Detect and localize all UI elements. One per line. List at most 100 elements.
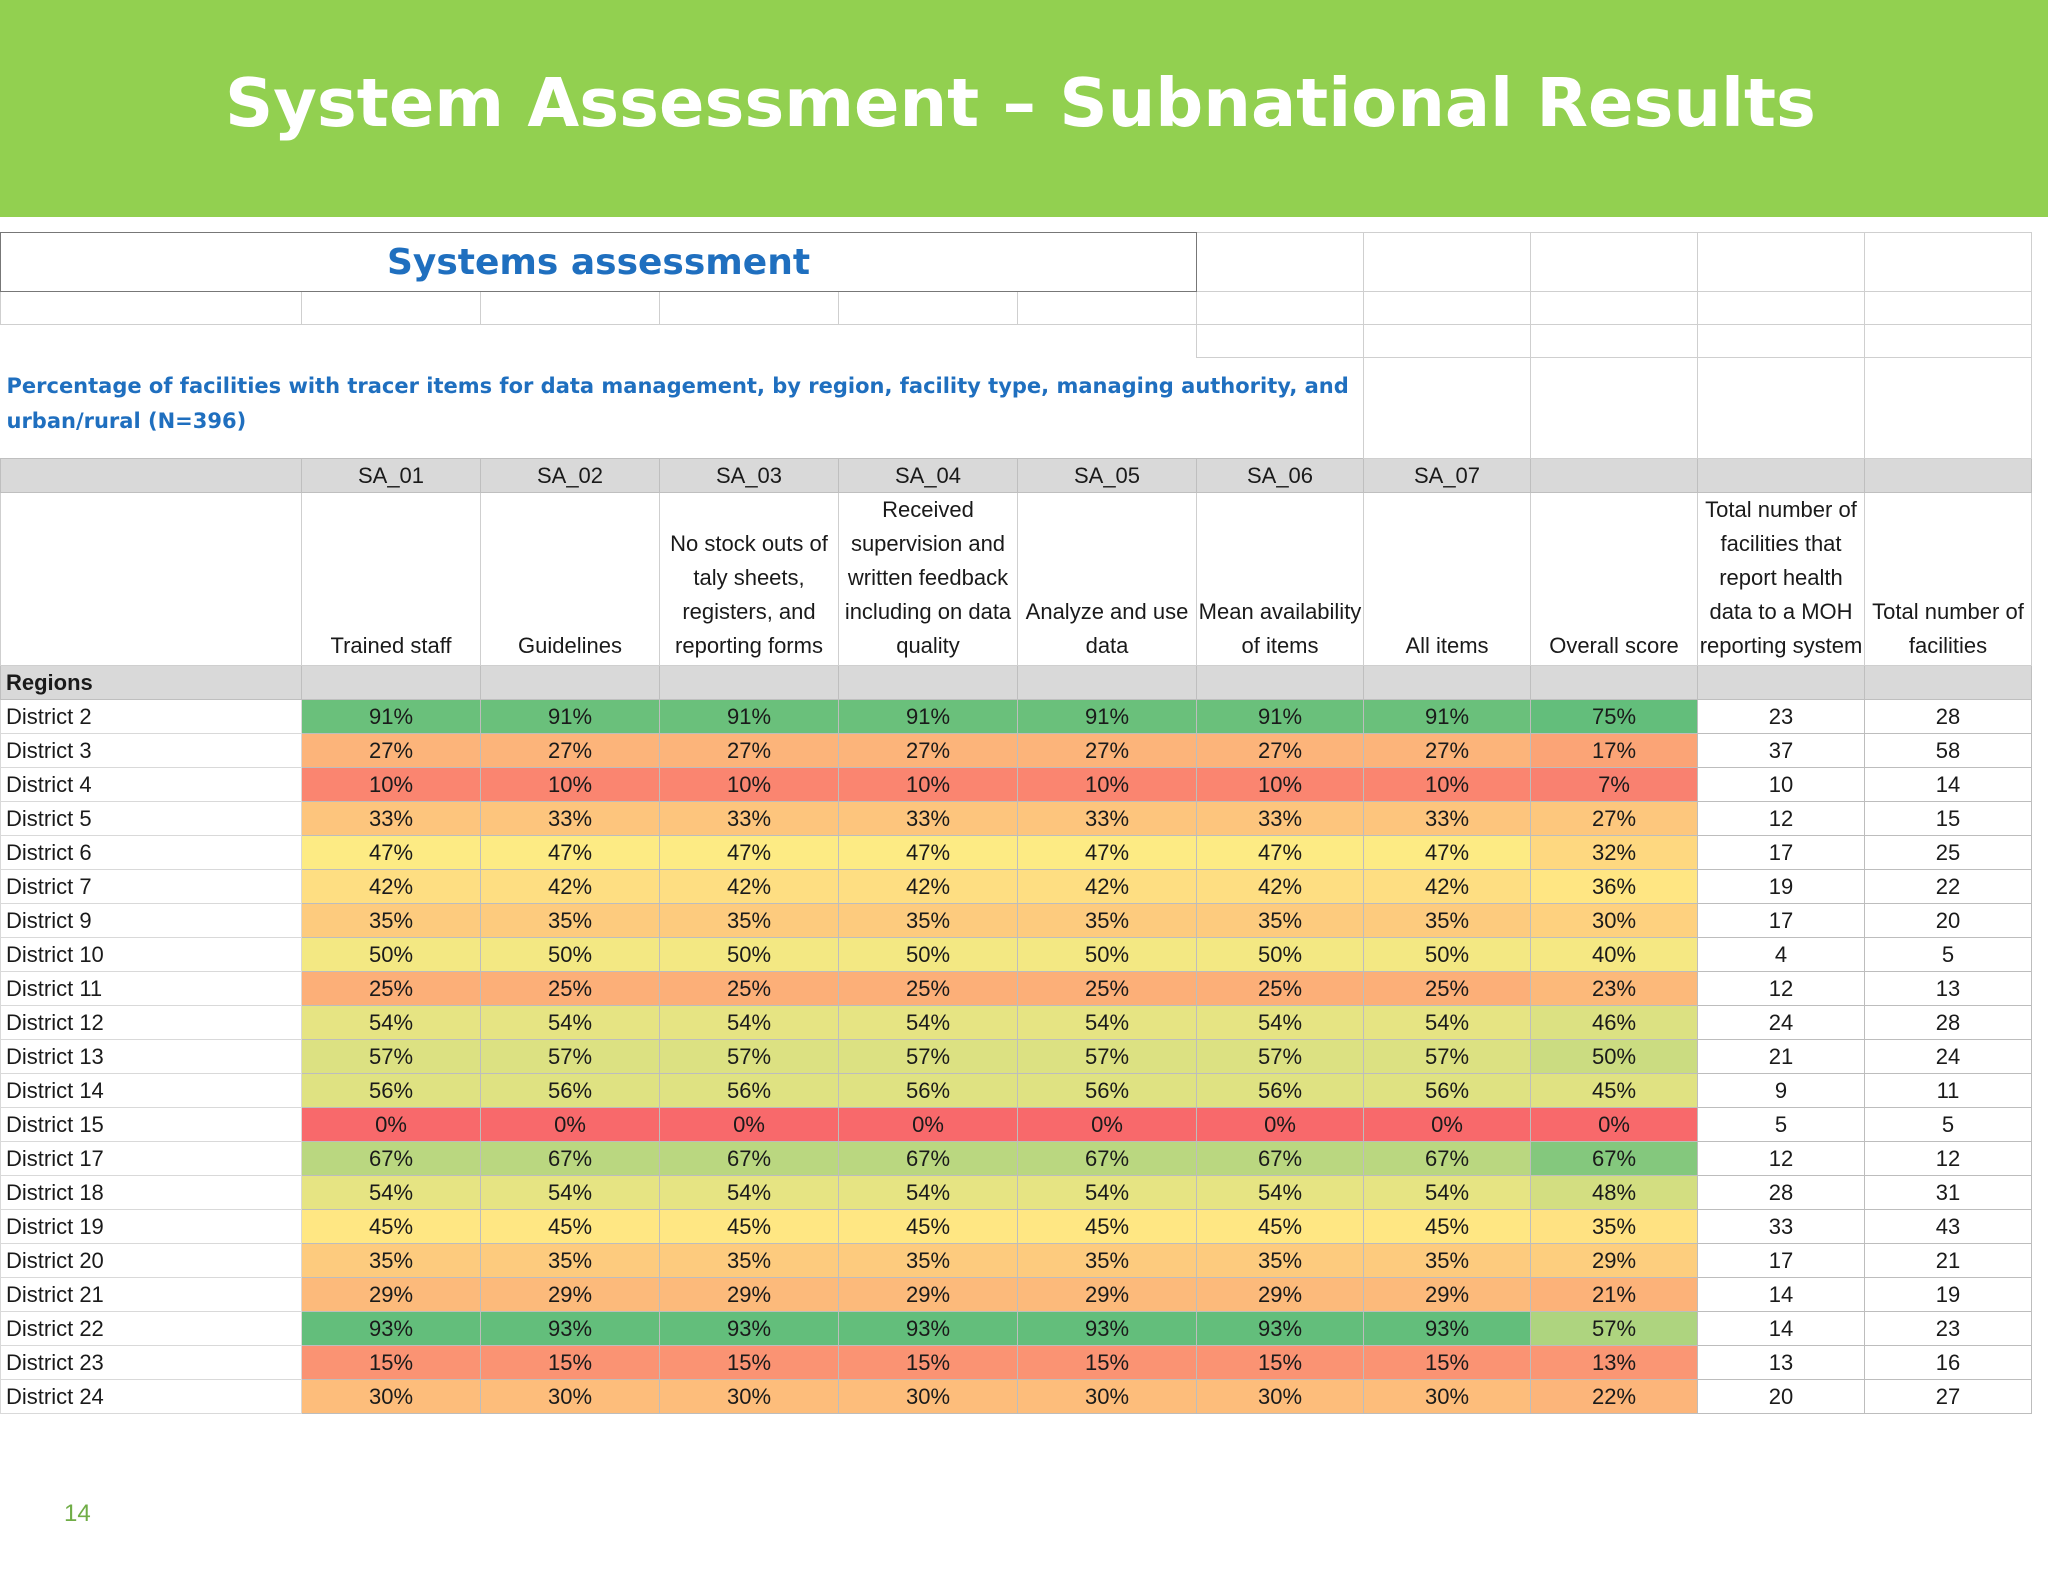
percent-cell: 67% <box>1363 1141 1531 1176</box>
percent-cell: 21% <box>1530 1277 1698 1312</box>
percent-cell: 25% <box>659 971 839 1006</box>
percent-cell: 27% <box>1363 733 1531 768</box>
count-cell: 27 <box>1864 1379 2032 1414</box>
percent-cell: 57% <box>480 1039 660 1074</box>
table-row: District 10 50% 50% 50% 50% 50% 50% 50% 40% 4 5 <box>0 937 2032 972</box>
percent-cell: 93% <box>1017 1311 1197 1346</box>
region-name: District 21 <box>0 1277 302 1312</box>
percent-cell: 93% <box>1363 1311 1531 1346</box>
title-banner: System Assessment – Subnational Results <box>0 0 2048 217</box>
percent-cell: 45% <box>480 1209 660 1244</box>
percent-cell: 33% <box>301 801 481 836</box>
percent-cell: 30% <box>1530 903 1698 938</box>
count-cell: 14 <box>1697 1311 1865 1346</box>
percent-cell: 67% <box>1530 1141 1698 1176</box>
percent-cell: 13% <box>1530 1345 1698 1380</box>
count-cell: 12 <box>1697 801 1865 836</box>
percent-cell: 45% <box>838 1209 1018 1244</box>
percent-cell: 35% <box>480 1243 660 1278</box>
percent-cell: 10% <box>659 767 839 802</box>
group-row-cell <box>838 665 1018 700</box>
percent-cell: 0% <box>1017 1107 1197 1142</box>
count-cell: 12 <box>1864 1141 2032 1176</box>
percent-cell: 91% <box>838 699 1018 734</box>
percent-cell: 22% <box>1530 1379 1698 1414</box>
percent-cell: 25% <box>301 971 481 1006</box>
percent-cell: 35% <box>659 1243 839 1278</box>
group-row-cell <box>1017 665 1197 700</box>
count-cell: 14 <box>1864 767 2032 802</box>
count-cell: 13 <box>1864 971 2032 1006</box>
percent-cell: 35% <box>838 1243 1018 1278</box>
count-cell: 14 <box>1697 1277 1865 1312</box>
percent-cell: 46% <box>1530 1005 1698 1040</box>
percent-cell: 10% <box>480 767 660 802</box>
table-title: Systems assessment <box>386 241 811 283</box>
table-row: District 21 29% 29% 29% 29% 29% 29% 29% 21% 14 19 <box>0 1277 2032 1312</box>
percent-cell: 33% <box>1363 801 1531 836</box>
column-code <box>1697 458 1865 493</box>
percent-cell: 91% <box>659 699 839 734</box>
percent-cell: 29% <box>480 1277 660 1312</box>
count-cell: 19 <box>1864 1277 2032 1312</box>
percent-cell: 35% <box>838 903 1018 938</box>
percent-cell: 29% <box>1363 1277 1531 1312</box>
percent-cell: 50% <box>1196 937 1364 972</box>
table-row: District 24 30% 30% 30% 30% 30% 30% 30% 22% 20 27 <box>0 1379 2032 1414</box>
percent-cell: 93% <box>1196 1311 1364 1346</box>
table-row: District 12 54% 54% 54% 54% 54% 54% 54% 46% 24 28 <box>0 1005 2032 1040</box>
count-cell: 22 <box>1864 869 2032 904</box>
percent-cell: 10% <box>301 767 481 802</box>
percent-cell: 33% <box>480 801 660 836</box>
percent-cell: 50% <box>659 937 839 972</box>
percent-cell: 33% <box>1017 801 1197 836</box>
group-label: Regions <box>0 665 302 700</box>
percent-cell: 27% <box>659 733 839 768</box>
percent-cell: 75% <box>1530 699 1698 734</box>
percent-cell: 50% <box>1363 937 1531 972</box>
percent-cell: 54% <box>838 1005 1018 1040</box>
count-cell: 23 <box>1697 699 1865 734</box>
count-cell: 19 <box>1697 869 1865 904</box>
percent-cell: 35% <box>1363 1243 1531 1278</box>
table-row: District 15 0% 0% 0% 0% 0% 0% 0% 0% 5 5 <box>0 1107 2032 1142</box>
header-blank <box>0 492 302 666</box>
group-row-cell <box>1530 665 1698 700</box>
group-row-cell <box>1363 665 1531 700</box>
percent-cell: 25% <box>1196 971 1364 1006</box>
count-cell: 33 <box>1697 1209 1865 1244</box>
percent-cell: 30% <box>301 1379 481 1414</box>
percent-cell: 47% <box>1196 835 1364 870</box>
region-name: District 19 <box>0 1209 302 1244</box>
percent-cell: 56% <box>659 1073 839 1108</box>
percent-cell: 15% <box>1017 1345 1197 1380</box>
percent-cell: 93% <box>301 1311 481 1346</box>
table-row: District 23 15% 15% 15% 15% 15% 15% 15% 13% 13 16 <box>0 1345 2032 1380</box>
percent-cell: 35% <box>1196 903 1364 938</box>
count-cell: 20 <box>1864 903 2032 938</box>
region-name: District 15 <box>0 1107 302 1142</box>
count-cell: 17 <box>1697 1243 1865 1278</box>
percent-cell: 10% <box>1196 767 1364 802</box>
group-row-cell <box>1864 665 2032 700</box>
count-cell: 24 <box>1697 1005 1865 1040</box>
percent-cell: 32% <box>1530 835 1698 870</box>
percent-cell: 56% <box>1196 1073 1364 1108</box>
percent-cell: 0% <box>1530 1107 1698 1142</box>
count-cell: 28 <box>1697 1175 1865 1210</box>
count-cell: 23 <box>1864 1311 2032 1346</box>
count-cell: 21 <box>1697 1039 1865 1074</box>
percent-cell: 23% <box>1530 971 1698 1006</box>
percent-cell: 50% <box>1017 937 1197 972</box>
percent-cell: 33% <box>838 801 1018 836</box>
table-row: District 9 35% 35% 35% 35% 35% 35% 35% 30% 17 20 <box>0 903 2032 938</box>
column-code: SA_05 <box>1017 458 1197 493</box>
table-row: District 4 10% 10% 10% 10% 10% 10% 10% 7% 10 14 <box>0 767 2032 802</box>
region-name: District 2 <box>0 699 302 734</box>
percent-cell: 33% <box>659 801 839 836</box>
region-name: District 14 <box>0 1073 302 1108</box>
percent-cell: 35% <box>301 1243 481 1278</box>
region-name: District 18 <box>0 1175 302 1210</box>
group-header-row: Regions <box>0 665 2032 700</box>
percent-cell: 30% <box>480 1379 660 1414</box>
